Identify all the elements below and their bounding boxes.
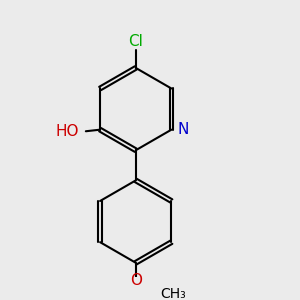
Text: O: O — [130, 273, 142, 288]
Text: N: N — [177, 122, 188, 137]
Text: CH₃: CH₃ — [160, 287, 186, 300]
Text: Cl: Cl — [128, 34, 143, 50]
Text: HO: HO — [55, 124, 79, 139]
